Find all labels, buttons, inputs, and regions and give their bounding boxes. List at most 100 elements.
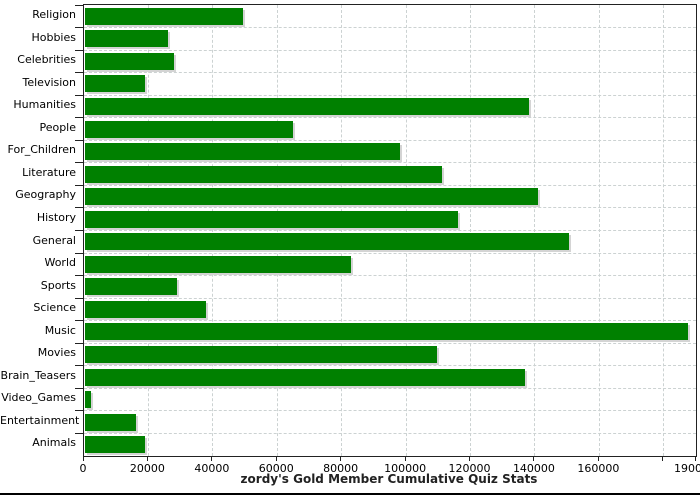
category-label: General [32, 233, 76, 247]
horizontal-gridline [84, 139, 696, 141]
horizontal-gridline [84, 275, 696, 277]
x-axis-tick [662, 456, 664, 461]
y-axis-tick [75, 162, 83, 164]
horizontal-gridline [84, 207, 696, 209]
horizontal-gridline [84, 432, 696, 434]
bar [85, 391, 91, 409]
horizontal-gridline [84, 230, 696, 231]
bar [85, 436, 145, 454]
y-axis-labels: Religion Hobbies Celebrities Television Huma… [0, 4, 80, 455]
y-axis-tick [75, 184, 83, 186]
category-label: Brain_Teasers [0, 368, 76, 382]
horizontal-gridline [84, 410, 696, 412]
x-tick-label: 0 [79, 462, 87, 475]
category-label: Celebrities [17, 53, 76, 67]
category-label: World [44, 256, 76, 270]
x-tick-label: 60000 [258, 462, 294, 475]
x-axis-tick [211, 456, 213, 461]
bar [85, 143, 400, 161]
category-label: Entertainment [0, 413, 80, 427]
bar [85, 278, 177, 296]
plot-area [75, 4, 697, 457]
category-label: Religion [32, 8, 76, 21]
category-label: Video_Games [1, 391, 76, 405]
category-label: Sports [40, 278, 76, 292]
x-axis-tick [275, 456, 277, 461]
x-axis-tick [404, 456, 406, 461]
chart-title: zordy's Gold Member Cumulative Quiz Stat… [240, 472, 538, 486]
y-axis-tick [75, 27, 83, 29]
category-label: Music [44, 323, 76, 337]
y-axis-tick [75, 94, 83, 96]
category-label: Literature [22, 165, 76, 179]
x-tick-label: 120000 [448, 462, 491, 475]
bar [85, 368, 525, 386]
y-axis-tick [75, 387, 83, 389]
y-axis-tick [75, 49, 83, 51]
horizontal-gridline [84, 94, 696, 96]
horizontal-gridline [84, 162, 696, 164]
bar [85, 300, 206, 318]
y-axis-tick [75, 139, 83, 141]
horizontal-gridline [84, 252, 696, 254]
y-axis-tick [75, 230, 83, 231]
bar [85, 97, 529, 115]
category-label: Hobbies [31, 30, 76, 44]
bar [85, 75, 145, 93]
horizontal-gridline [84, 320, 696, 322]
y-axis-tick [75, 432, 83, 434]
x-tick-label: 140000 [512, 462, 555, 475]
y-axis-tick [75, 72, 83, 74]
horizontal-gridline [84, 49, 696, 51]
bar [85, 233, 569, 251]
category-label: Animals [32, 436, 76, 450]
category-label: For_Children [7, 143, 76, 157]
horizontal-gridline [84, 387, 696, 389]
y-axis-tick [75, 320, 83, 322]
bar [85, 255, 351, 273]
category-label: History [36, 210, 76, 224]
x-axis-tick [597, 456, 599, 461]
x-axis-tick [694, 456, 696, 461]
bar [85, 188, 538, 206]
y-axis-tick [75, 252, 83, 254]
bar [85, 120, 293, 138]
x-tick-label: 190000 [674, 462, 700, 475]
y-axis-tick [75, 365, 83, 367]
y-axis-tick [75, 275, 83, 277]
bar [85, 323, 688, 341]
category-label: People [39, 120, 76, 134]
bar [85, 165, 442, 183]
horizontal-gridline [84, 72, 696, 74]
bar [85, 7, 243, 25]
y-axis-tick [75, 297, 83, 299]
horizontal-gridline [84, 27, 696, 29]
bar [85, 346, 437, 364]
y-axis-tick [75, 342, 83, 344]
y-axis-tick [75, 410, 83, 412]
x-tick-label: 80000 [323, 462, 359, 475]
horizontal-gridline [84, 184, 696, 186]
x-axis-tick [533, 456, 535, 461]
x-tick-label: 160000 [577, 462, 620, 475]
category-label: Geography [15, 188, 76, 202]
bar [85, 30, 168, 48]
category-label: Science [33, 301, 76, 315]
x-tick-label: 20000 [129, 462, 165, 475]
horizontal-gridline [84, 117, 696, 119]
category-label: Humanities [13, 98, 76, 112]
x-tick-label: 40000 [194, 462, 230, 475]
bar [85, 52, 174, 70]
horizontal-gridline [84, 297, 696, 299]
y-axis-tick [75, 4, 83, 6]
x-axis-tick [146, 456, 148, 461]
y-axis-tick [75, 117, 83, 119]
x-axis-tick [469, 456, 471, 461]
bar [85, 210, 458, 228]
x-axis: 0 20000 40000 60000 80000 100000 120000 140000 1… [79, 456, 700, 480]
x-axis-tick [340, 456, 342, 461]
x-tick-label: 100000 [384, 462, 427, 475]
horizontal-gridline [84, 365, 696, 367]
y-axis-tick [75, 207, 83, 209]
